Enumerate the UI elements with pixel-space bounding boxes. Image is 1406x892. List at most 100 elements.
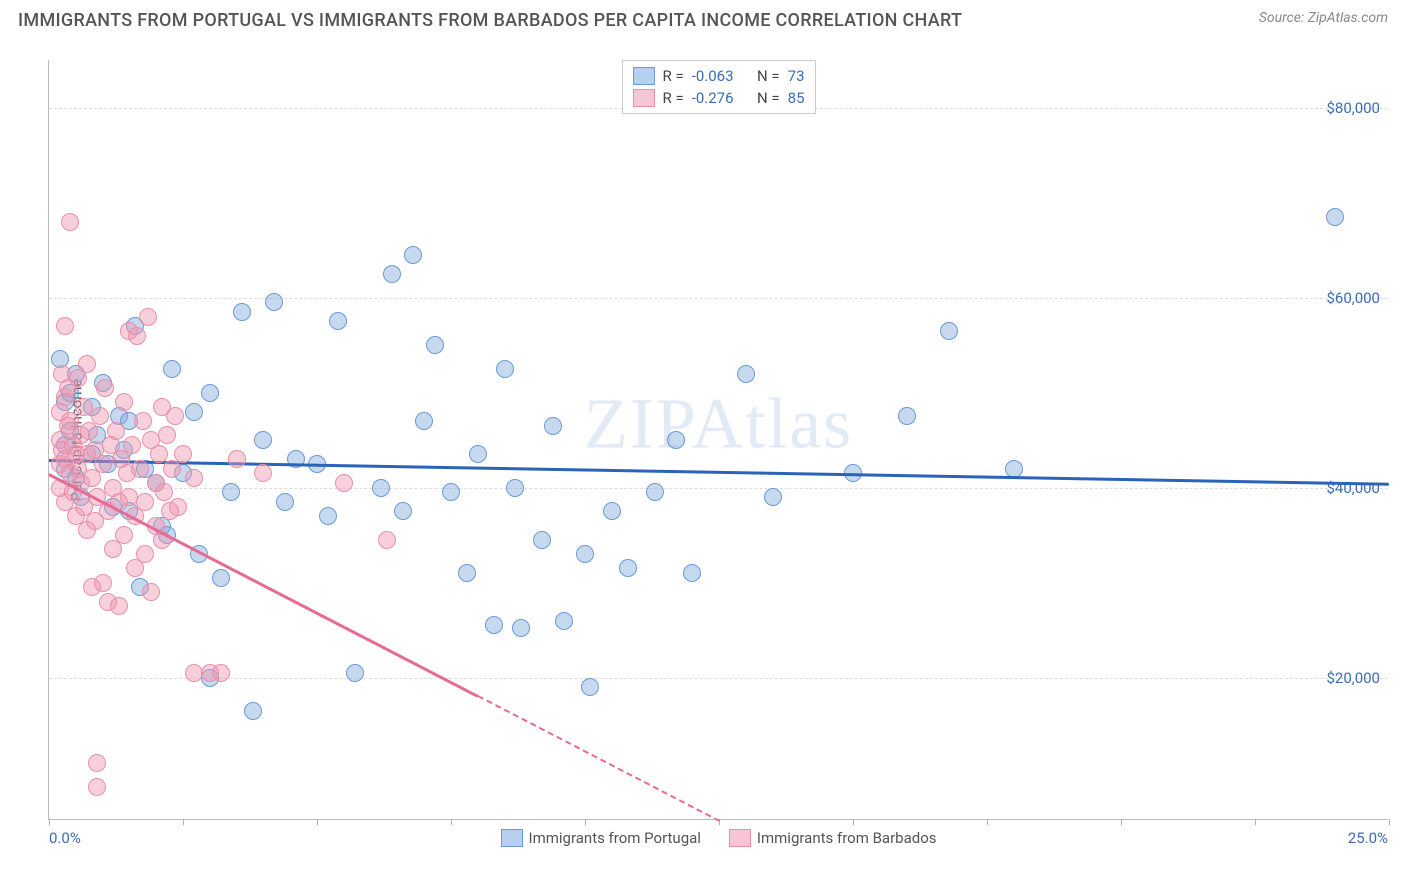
data-point — [136, 545, 154, 563]
trend-line — [49, 459, 1389, 485]
data-point — [533, 531, 551, 549]
x-tick — [853, 819, 854, 825]
data-point — [228, 450, 246, 468]
chart-title: IMMIGRANTS FROM PORTUGAL VS IMMIGRANTS F… — [18, 10, 962, 31]
legend-swatch — [501, 829, 523, 847]
watermark-text: ZIPAtlas — [584, 383, 853, 466]
data-point — [91, 407, 109, 425]
data-point — [646, 483, 664, 501]
data-point — [56, 317, 74, 335]
data-point — [134, 412, 152, 430]
data-point — [254, 431, 272, 449]
legend-label: Immigrants from Barbados — [757, 829, 937, 847]
data-point — [254, 464, 272, 482]
x-tick — [987, 819, 988, 825]
data-point — [142, 583, 160, 601]
x-tick — [49, 819, 50, 825]
data-point — [123, 436, 141, 454]
data-point — [110, 597, 128, 615]
data-point — [319, 507, 337, 525]
legend-swatch — [632, 89, 654, 107]
data-point — [163, 360, 181, 378]
data-point — [150, 445, 168, 463]
data-point — [88, 778, 106, 796]
x-tick — [183, 819, 184, 825]
data-point — [485, 616, 503, 634]
data-point — [683, 564, 701, 582]
legend-row: R =-0.063 N =73 — [632, 65, 804, 87]
data-point — [222, 483, 240, 501]
data-point — [155, 483, 173, 501]
data-point — [404, 246, 422, 264]
trend-line — [48, 473, 478, 697]
data-point — [115, 393, 133, 411]
data-point — [212, 569, 230, 587]
legend-correlation: R =-0.063 N =73R =-0.276 N =85 — [621, 60, 815, 114]
x-tick — [1389, 819, 1390, 825]
data-point — [88, 754, 106, 772]
data-point — [506, 479, 524, 497]
data-point — [335, 474, 353, 492]
data-point — [265, 293, 283, 311]
scatter-chart: Per Capita Income ZIPAtlas $20,000$40,00… — [48, 60, 1388, 820]
trend-line — [477, 695, 719, 822]
x-tick — [1121, 819, 1122, 825]
data-point — [94, 574, 112, 592]
data-point — [512, 619, 530, 637]
data-point — [496, 360, 514, 378]
data-point — [667, 431, 685, 449]
legend-row: R =-0.276 N =85 — [632, 87, 804, 109]
data-point — [61, 213, 79, 231]
data-point — [244, 702, 262, 720]
data-point — [737, 365, 755, 383]
data-point — [131, 460, 149, 478]
data-point — [1005, 460, 1023, 478]
data-point — [898, 407, 916, 425]
data-point — [201, 384, 219, 402]
x-tick — [451, 819, 452, 825]
data-point — [619, 559, 637, 577]
gridline — [49, 678, 1388, 679]
gridline — [49, 298, 1388, 299]
data-point — [107, 422, 125, 440]
data-point — [276, 493, 294, 511]
y-tick-label: $80,000 — [1326, 99, 1380, 117]
data-point — [96, 379, 114, 397]
data-point — [75, 398, 93, 416]
legend-item: Immigrants from Barbados — [729, 829, 937, 847]
data-point — [136, 493, 154, 511]
legend-swatch — [729, 829, 751, 847]
gridline — [49, 488, 1388, 489]
data-point — [458, 564, 476, 582]
legend-label: Immigrants from Portugal — [529, 829, 701, 847]
source-credit: Source: ZipAtlas.com — [1259, 10, 1388, 26]
data-point — [372, 479, 390, 497]
data-point — [544, 417, 562, 435]
legend-swatch — [632, 67, 654, 85]
y-tick-label: $20,000 — [1326, 669, 1380, 687]
legend-item: Immigrants from Portugal — [501, 829, 701, 847]
data-point — [166, 407, 184, 425]
data-point — [139, 308, 157, 326]
data-point — [169, 498, 187, 516]
data-point — [329, 312, 347, 330]
x-tick — [1255, 819, 1256, 825]
data-point — [78, 355, 96, 373]
x-axis-max-label: 25.0% — [1348, 829, 1388, 847]
data-point — [394, 502, 412, 520]
data-point — [581, 678, 599, 696]
data-point — [940, 322, 958, 340]
data-point — [185, 403, 203, 421]
x-tick — [317, 819, 318, 825]
x-axis-min-label: 0.0% — [49, 829, 81, 847]
data-point — [603, 502, 621, 520]
data-point — [415, 412, 433, 430]
data-point — [174, 445, 192, 463]
data-point — [426, 336, 444, 354]
data-point — [1326, 208, 1344, 226]
data-point — [469, 445, 487, 463]
data-point — [128, 327, 146, 345]
data-point — [442, 483, 460, 501]
data-point — [158, 426, 176, 444]
data-point — [233, 303, 251, 321]
